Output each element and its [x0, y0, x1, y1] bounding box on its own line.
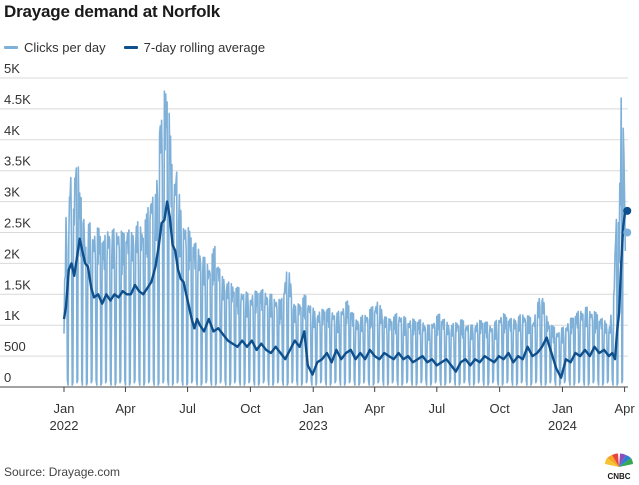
endpoint-dot-average — [623, 206, 632, 215]
y-tick-label: 4.5K — [4, 92, 31, 107]
legend-item-average: 7-day rolling average — [123, 40, 266, 55]
series-line-average — [62, 200, 627, 379]
cnbc-peacock-logo: CNBC — [605, 453, 633, 481]
x-tick-year: 2023 — [299, 418, 328, 433]
x-tick-label: Jul — [179, 401, 196, 416]
y-tick-label: 1K — [4, 308, 20, 323]
y-tick-label: 5K — [4, 61, 20, 76]
legend-item-daily: Clicks per day — [4, 40, 106, 55]
y-tick-label: 1.5K — [4, 277, 31, 292]
x-tick-label: Jan — [54, 401, 75, 416]
x-tick-year: 2022 — [50, 418, 79, 433]
y-tick-label: 0 — [4, 370, 11, 385]
x-tick-label: Apr — [115, 401, 136, 416]
legend-swatch-average — [123, 46, 138, 49]
source-note: Source: Drayage.com — [4, 465, 121, 479]
x-tick-label: Oct — [240, 401, 261, 416]
chart-legend: Clicks per day 7-day rolling average — [4, 40, 265, 55]
x-tick-label: Oct — [490, 401, 511, 416]
x-tick-year: 2024 — [548, 418, 577, 433]
y-tick-label: 500 — [4, 339, 26, 354]
x-tick-label: Jan — [303, 401, 324, 416]
y-tick-label: 4K — [4, 123, 20, 138]
logo-text: CNBC — [607, 472, 630, 481]
x-tick-label: Jan — [552, 401, 573, 416]
legend-label-average: 7-day rolling average — [143, 40, 266, 55]
chart-title: Drayage demand at Norfolk — [4, 2, 221, 21]
y-tick-label: 3.5K — [4, 154, 31, 169]
endpoint-dot-daily — [623, 228, 632, 237]
legend-swatch-daily — [4, 46, 18, 49]
y-tick-label: 3K — [4, 185, 20, 200]
x-tick-label: Jul — [429, 401, 446, 416]
legend-label-daily: Clicks per day — [24, 40, 106, 55]
series-line-daily — [63, 90, 627, 386]
y-tick-label: 2.5K — [4, 216, 31, 231]
y-tick-label: 2K — [4, 246, 20, 261]
x-tick-label: Apr — [614, 401, 635, 416]
x-tick-label: Apr — [365, 401, 386, 416]
